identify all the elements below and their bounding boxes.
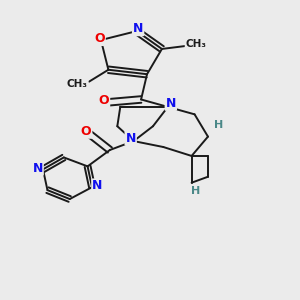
Text: N: N: [133, 22, 143, 35]
Text: N: N: [125, 132, 136, 145]
Text: N: N: [166, 97, 176, 110]
Text: H: H: [191, 186, 201, 196]
Text: N: N: [92, 179, 103, 193]
Text: O: O: [99, 94, 109, 106]
Text: O: O: [94, 32, 105, 45]
Text: CH₃: CH₃: [186, 40, 207, 50]
Text: O: O: [81, 125, 92, 138]
Text: CH₃: CH₃: [67, 79, 88, 89]
Text: N: N: [32, 162, 43, 175]
Text: H: H: [214, 120, 224, 130]
